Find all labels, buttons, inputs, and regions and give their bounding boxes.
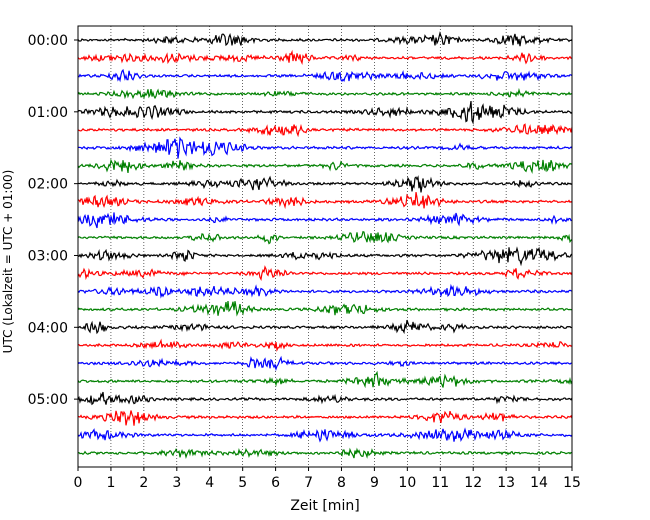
seismogram-traces xyxy=(77,31,573,460)
seismogram-trace xyxy=(77,158,573,174)
seismogram-trace xyxy=(77,100,573,125)
seismogram-trace xyxy=(77,31,573,47)
seismogram-trace xyxy=(77,87,573,100)
x-tick-label: 13 xyxy=(497,475,515,491)
x-tick-label: 15 xyxy=(563,475,581,491)
x-tick-label: 7 xyxy=(304,475,313,491)
x-tick-label: 9 xyxy=(370,475,379,491)
plot-frame xyxy=(77,25,573,468)
seismogram-trace xyxy=(77,175,573,193)
seismogram-trace xyxy=(77,410,573,426)
x-tick-label: 10 xyxy=(398,475,416,491)
seismogram-trace xyxy=(77,246,573,267)
x-tick-label: 2 xyxy=(139,475,148,491)
y-tick-label: 03:00 xyxy=(28,248,68,264)
y-tick-label: 04:00 xyxy=(28,320,68,336)
seismogram-trace xyxy=(77,391,573,406)
x-tick-label: 14 xyxy=(530,475,548,491)
y-axis-title: UTC (Lokalzeit = UTC + 01:00) xyxy=(1,170,15,354)
y-tick-label: 05:00 xyxy=(28,392,68,408)
seismogram-trace xyxy=(77,230,573,245)
seismogram-trace xyxy=(77,212,573,229)
x-axis-ticks: 0 1 2 3 4 5 6 7 8 9 10 11 12 13 14 15 xyxy=(74,467,581,491)
seismogram-trace xyxy=(77,192,573,210)
seismogram-trace xyxy=(77,370,573,389)
y-axis-ticks: 00:00 01:00 02:00 03:00 04:00 05:00 xyxy=(28,33,78,408)
seismogram-trace xyxy=(77,136,573,159)
seismogram-trace xyxy=(77,265,573,281)
x-tick-label: 1 xyxy=(106,475,115,491)
x-tick-label: 12 xyxy=(464,475,482,491)
y-tick-label: 00:00 xyxy=(28,33,68,49)
x-tick-label: 4 xyxy=(205,475,214,491)
x-axis-title: Zeit [min] xyxy=(290,498,359,514)
x-tick-label: 11 xyxy=(431,475,449,491)
y-tick-label: 02:00 xyxy=(28,177,68,193)
x-tick-label: 5 xyxy=(238,475,247,491)
seismogram-trace xyxy=(77,49,573,66)
x-tick-label: 3 xyxy=(172,475,181,491)
seismogram-trace xyxy=(77,447,573,460)
y-tick-label: 01:00 xyxy=(28,105,68,121)
x-tick-label: 0 xyxy=(74,475,83,491)
x-tick-label: 8 xyxy=(337,475,346,491)
seismogram-trace xyxy=(77,427,573,443)
seismogram-trace xyxy=(77,355,573,372)
seismogram-trace xyxy=(77,283,573,299)
x-tick-label: 6 xyxy=(271,475,280,491)
seismogram-trace xyxy=(77,123,573,138)
seismogram-trace xyxy=(77,319,573,335)
seismogram-trace xyxy=(77,68,573,83)
seismogram-trace xyxy=(77,300,573,317)
seismogram-trace xyxy=(77,338,573,353)
